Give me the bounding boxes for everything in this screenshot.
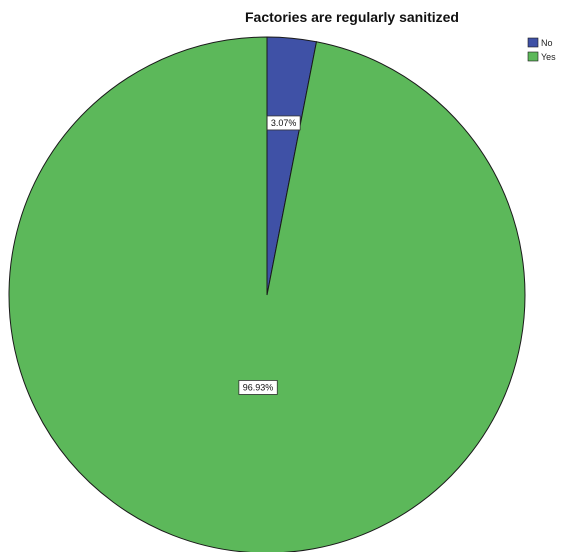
pie-slices [8,36,526,552]
data-label-box [266,115,301,131]
pie-slice-yes [8,36,526,552]
legend-swatch-yes [527,51,539,62]
chart-title: Factories are regularly sanitized [245,9,459,25]
data-label-text: 3.07% [271,118,297,128]
data-labels: 3.07% 96.93% [238,115,301,395]
legend-label-yes: Yes [541,52,556,62]
legend: No Yes [527,37,556,62]
legend-label-no: No [541,38,553,48]
data-label-text: 96.93% [243,382,274,392]
legend-swatch-no [527,37,539,48]
data-label-yes: 96.93% [238,380,278,395]
data-label-no: 3.07% [266,115,301,131]
data-label-box [238,380,278,395]
